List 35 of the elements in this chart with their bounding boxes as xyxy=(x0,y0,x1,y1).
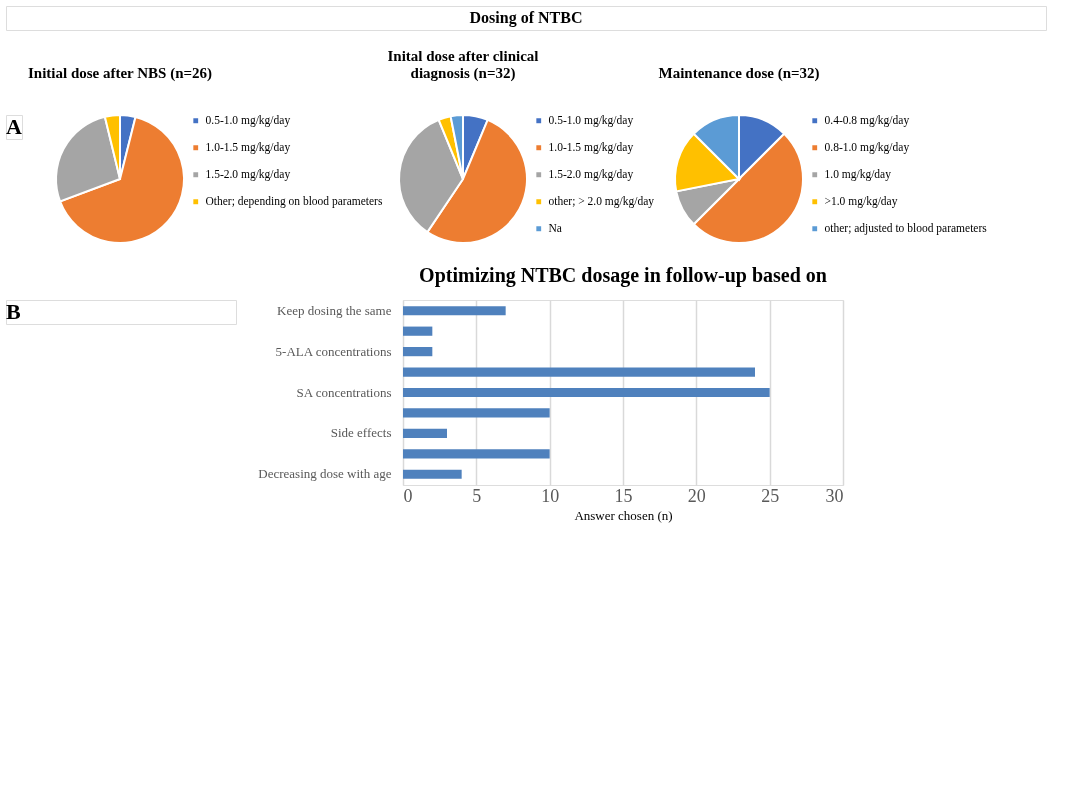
y-tick-label: Side effects xyxy=(330,425,392,441)
y-tick-label: Keep dosing the same xyxy=(277,302,392,318)
x-tick-label: 5 xyxy=(472,485,482,506)
legend-label: 0.4-0.8 mg/kg/day xyxy=(824,113,910,127)
x-tick-label: 0 xyxy=(403,485,413,506)
text: A xyxy=(6,114,22,139)
legend-label: 0.8-1.0 mg/kg/day xyxy=(824,140,910,154)
x-tick-label: 15 xyxy=(614,485,633,506)
legend-label: 1.0 mg/kg/day xyxy=(824,167,892,181)
x-axis-title: Answer chosen (n) xyxy=(574,507,673,523)
x-tick-label: 25 xyxy=(761,485,780,506)
chart-title: Optimizing NTBC dosage in follow-up based on xyxy=(419,264,827,287)
y-tick-label: SA concentrations xyxy=(296,384,392,400)
chart-title: Initial dose after NBS (n=26) xyxy=(27,65,213,82)
y-tick-label: Decreasing dose with age xyxy=(258,466,392,482)
legend-label: 1.0-1.5 mg/kg/day xyxy=(205,140,291,154)
legend-label: 1.0-1.5 mg/kg/day xyxy=(548,140,634,154)
y-tick-label: 5-ALA concentrations xyxy=(275,343,392,359)
legend-label: Na xyxy=(548,221,562,234)
legend-label: 0.5-1.0 mg/kg/day xyxy=(205,113,291,127)
legend-label: other; adjusted to blood parameters xyxy=(824,221,988,235)
pie-slice xyxy=(59,115,185,244)
text: Dosing of NTBC xyxy=(469,9,583,27)
x-tick-label: 20 xyxy=(687,485,706,506)
legend-label: 1.5-2.0 mg/kg/day xyxy=(205,167,291,181)
x-tick-label: 10 xyxy=(541,485,560,506)
legend-label: 0.5-1.0 mg/kg/day xyxy=(548,113,634,127)
legend-label: >1.0 mg/kg/day xyxy=(824,194,898,208)
text: B xyxy=(6,299,21,324)
legend-label: other; > 2.0 mg/kg/day xyxy=(548,194,655,208)
x-tick-label: 30 xyxy=(825,485,844,506)
legend-label: Other; depending on blood parameters xyxy=(205,194,383,208)
legend-label: 1.5-2.0 mg/kg/day xyxy=(548,167,634,181)
chart-title: Maintenance dose (n=32) xyxy=(658,65,820,82)
chart-title: Inital dose after clinical diagnosis (n=32) xyxy=(387,48,539,82)
